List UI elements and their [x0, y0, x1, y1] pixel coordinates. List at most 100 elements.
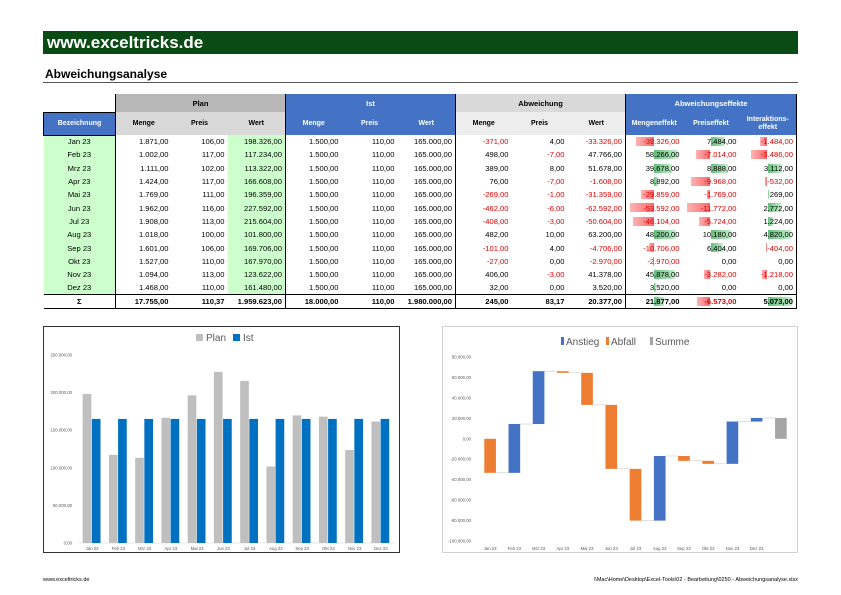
- cell-aw: 63.200,00: [588, 230, 622, 240]
- cell-aw: 51.678,00: [588, 163, 622, 173]
- effect-databar: [654, 283, 656, 293]
- effect-value: 8.892,00: [649, 177, 680, 187]
- cell-pw: 113.322,00: [227, 161, 286, 175]
- cell-pe: -5.724,00: [683, 215, 740, 228]
- effect-databar: [690, 176, 711, 186]
- effect-value: 39.678,00: [645, 163, 680, 173]
- table-row: Sep 23 1.601,00 106,00 169.706,00 1.500,00 11…: [43, 241, 797, 255]
- footer-site: www.exceltricks.de: [43, 577, 90, 583]
- table-row: Aug 23 1.018,00 100,00 101.800,00 1.500,00 11…: [43, 228, 797, 242]
- cell-ip: 110,00: [371, 216, 395, 226]
- effect-value: 3.520,00: [649, 283, 680, 293]
- effect-databar: [697, 297, 711, 307]
- effect-databar: [710, 163, 729, 173]
- cell-am: 245,00: [455, 294, 512, 310]
- x-tick-label: Apr 23: [165, 546, 178, 551]
- table-row: Okt 23 1.527,00 110,00 167.970,00 1.500,00 11…: [43, 254, 797, 268]
- effect-value: -6.573,00: [704, 297, 737, 307]
- bar-plan: [161, 417, 171, 543]
- cell-aw: -33.326,00: [585, 137, 622, 147]
- x-tick-label: Dez 23: [750, 546, 764, 551]
- cell-pm: 1.424,00: [115, 174, 172, 189]
- x-tick-label: Okt 23: [322, 546, 335, 551]
- cell-ie: -404,00: [739, 241, 797, 255]
- cell-pm: 1.962,00: [115, 201, 172, 215]
- y-tick-label: -60.000,00: [450, 498, 471, 503]
- y-tick-label: -100.000,00: [448, 539, 472, 544]
- col-header-abw-0: Menge: [455, 112, 512, 135]
- bar-ist: [196, 418, 206, 543]
- legend-label-anstieg: Anstieg: [566, 337, 599, 348]
- cell-ie: 269,00: [739, 188, 797, 202]
- cell-pw: 196.359,00: [227, 188, 286, 202]
- cell-ie: 2.772,00: [739, 201, 797, 215]
- chart1-legend: Plan Ist: [196, 333, 254, 344]
- cell-me: 3.520,00: [625, 281, 683, 295]
- cell-ap: -6,00: [547, 203, 565, 213]
- cell-me: -2.970,00: [625, 254, 683, 268]
- cell-aw: 47.766,00: [588, 150, 622, 160]
- bar-plan: [266, 466, 276, 543]
- effect-databar: [750, 150, 768, 160]
- table-row: Dez 23 1.468,00 110,00 161.480,00 1.500,00 11…: [43, 281, 797, 295]
- cell-pe: 7.484,00: [683, 135, 740, 148]
- waterfall-bar-abfall: [702, 460, 715, 464]
- cell-iw: 165.000,00: [413, 270, 452, 280]
- col-header-plan-2: Wert: [227, 112, 286, 135]
- cell-pm: 1.527,00: [115, 254, 172, 268]
- cell-am: 482,00: [455, 228, 512, 242]
- cell-ip: 110,00: [371, 150, 395, 160]
- group-ist: Ist: [285, 94, 456, 112]
- cell-pm: 1.468,00: [115, 281, 172, 295]
- x-tick-label: Sep 23: [295, 546, 309, 551]
- group-abweichung: Abweichung: [455, 94, 626, 112]
- effect-databar: [767, 203, 781, 213]
- effect-databar: [633, 216, 654, 226]
- plan-ist-chart: Plan Ist 0,00 50.000,00 100.000,00 150.000,00…: [43, 326, 400, 553]
- cell-pm: 1.601,00: [115, 241, 172, 255]
- cell-m: Mai 23: [43, 188, 116, 202]
- site-name: www.exceltricks.de: [47, 33, 204, 52]
- cell-ie: -1.218,00: [739, 267, 797, 282]
- effect-databar: [767, 190, 769, 200]
- group-effekte: Abweichungseffekte: [625, 94, 797, 112]
- cell-pe: -3.282,00: [683, 268, 740, 281]
- col-header-plan-0: Menge: [115, 112, 172, 135]
- cell-im: 1.500,00: [285, 254, 342, 268]
- cell-iw: 165.000,00: [413, 256, 452, 266]
- cell-im: 1.500,00: [285, 135, 342, 149]
- effect-value: -2.970,00: [647, 256, 680, 266]
- effect-databar: [765, 243, 768, 253]
- cell-pm: 1.871,00: [115, 135, 172, 149]
- table-row: Apr 23 1.424,00 117,00 166.608,00 1.500,00 11…: [43, 174, 797, 189]
- footer-path: \\Mac\Home\Desktop\Excel-Tools\02 - Bear…: [593, 577, 798, 583]
- effect-databar: [767, 297, 792, 307]
- cell-am: 76,00: [455, 174, 512, 189]
- cell-aw: 41.378,00: [588, 270, 622, 280]
- effect-value: 21.877,00: [645, 297, 680, 307]
- header-blank: [44, 94, 116, 112]
- effect-databar: [654, 297, 664, 307]
- effect-value: 0,00: [721, 283, 737, 293]
- waterfall-bar-anstieg: [508, 424, 521, 473]
- cell-pe: 10.180,00: [683, 228, 740, 241]
- effect-databar: [654, 150, 678, 160]
- x-tick-label: Apr 23: [556, 546, 569, 551]
- cell-m: Jan 23: [43, 135, 116, 149]
- y-tick-label: 80.000,00: [452, 355, 472, 360]
- cell-ip: 110,00: [371, 190, 395, 200]
- cell-pp: 110,37: [171, 294, 228, 310]
- waterfall-bar-abfall: [556, 371, 569, 373]
- x-tick-label: Aug 23: [653, 546, 667, 551]
- bar-ist: [223, 418, 232, 543]
- cell-pp: 110,00: [201, 283, 225, 293]
- col-header-eff-2: Interaktions-effekt: [739, 112, 797, 135]
- table-row: Mai 23 1.769,00 111,00 196.359,00 1.500,00 11…: [43, 188, 797, 202]
- x-tick-label: Jan 23: [484, 546, 498, 551]
- bar-ist: [275, 418, 285, 543]
- cell-me: 58.266,00: [625, 148, 683, 162]
- effect-value: -532,00: [767, 177, 793, 187]
- cell-pp: 100,00: [201, 230, 225, 240]
- cell-iw: 165.000,00: [413, 190, 452, 200]
- cell-am: 389,00: [455, 161, 512, 175]
